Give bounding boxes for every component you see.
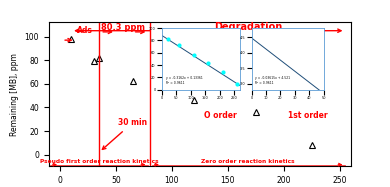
Text: 1st order: 1st order (287, 111, 327, 120)
Text: Pseudo first order reaction kinetics: Pseudo first order reaction kinetics (40, 159, 158, 164)
Point (220, 71, 226, 74)
Y-axis label: Remaining [MB], ppm: Remaining [MB], ppm (10, 53, 19, 136)
Point (190, 53, 197, 56)
Text: y = -0.03615x + 4.521
R² = 0.9611: y = -0.03615x + 4.521 R² = 0.9611 (255, 76, 290, 85)
Point (234, 82, 240, 85)
Text: y = -0.3162x + 0.13361
R² = 0.9611: y = -0.3162x + 0.13361 R² = 0.9611 (166, 76, 202, 85)
Text: O order: O order (204, 111, 236, 120)
Text: 30 min: 30 min (102, 118, 147, 149)
Text: Zero order reaction kinetics: Zero order reaction kinetics (201, 159, 295, 164)
Text: 80.3 ppm: 80.3 ppm (101, 23, 145, 32)
Point (176, 44, 182, 47)
Text: Ads: Ads (77, 26, 92, 35)
Point (205, 62, 211, 65)
Text: Degradation: Degradation (214, 22, 282, 32)
Point (165, 38, 171, 41)
